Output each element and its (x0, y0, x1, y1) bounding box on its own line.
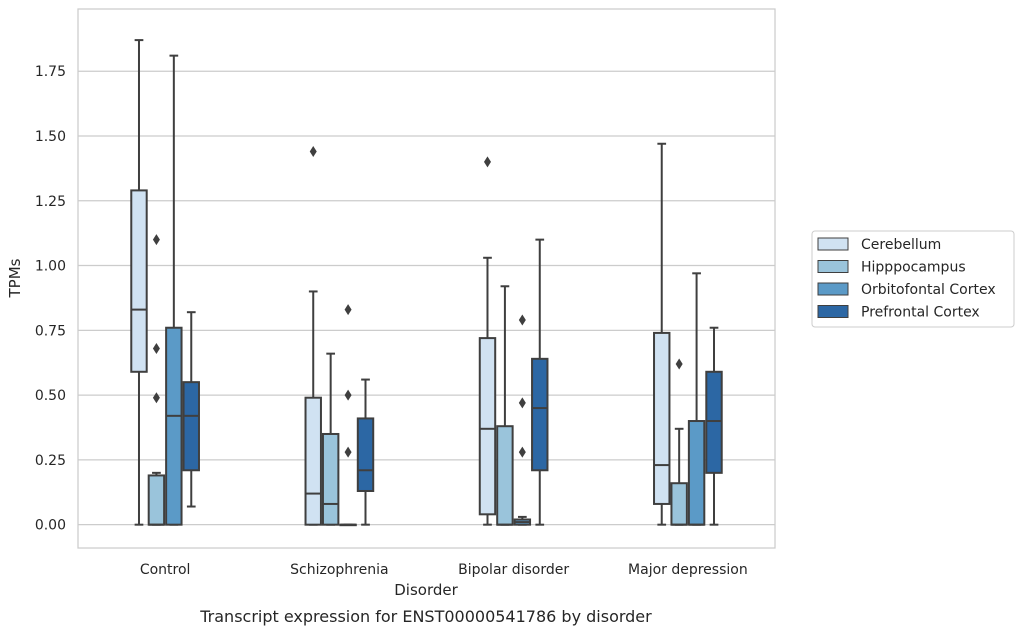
legend: Cerebellum Hipppocampus Orbitofontal Corte… (811, 230, 1015, 328)
y-tick-label: 1.25 (35, 194, 66, 210)
box-hipppocampus (496, 285, 514, 526)
plot-frame (77, 8, 776, 549)
y-axis-title: TPMs (6, 258, 24, 298)
box-plot-layer (130, 39, 723, 527)
box-iqr (182, 381, 200, 472)
outlier-point (518, 314, 526, 326)
legend-label: Hipppocampus (861, 260, 966, 276)
box-prefrontal-cortex (356, 378, 375, 526)
legend-swatch (817, 282, 849, 296)
legend-label: Prefrontal Cortex (861, 305, 980, 321)
outlier-point (152, 342, 160, 354)
outlier-point (309, 146, 317, 158)
box-prefrontal-cortex (705, 326, 723, 526)
legend-label: Orbitofontal Cortex (861, 282, 996, 298)
y-axis-ticks: 0.00 0.25 0.50 0.75 1.00 1.25 1.50 1.75 (35, 64, 66, 533)
outlier-point (344, 446, 352, 458)
x-tick-label: Major depression (628, 562, 748, 578)
box-prefrontal-cortex (531, 238, 549, 526)
box-orbitofontal-cortex (513, 314, 532, 526)
box-orbitofontal-cortex (339, 304, 357, 527)
outlier-point (483, 156, 491, 168)
box-iqr (478, 337, 497, 516)
x-axis-title: Disorder (394, 581, 458, 599)
x-tick-label: Schizophrenia (290, 562, 388, 578)
box-orbitofontal-cortex (165, 54, 183, 526)
outlier-point (152, 392, 160, 404)
y-tick-label: 0.75 (35, 323, 66, 339)
y-tick-label: 0.25 (35, 453, 66, 469)
box-orbitofontal-cortex (687, 272, 706, 526)
x-tick-label: Bipolar disorder (458, 562, 569, 578)
box-cerebellum (130, 39, 148, 526)
legend-swatch (817, 260, 849, 273)
box-iqr (496, 425, 514, 526)
x-axis-ticks: Control Schizophrenia Bipolar disorder Majo… (140, 562, 748, 578)
outlier-point (675, 358, 683, 370)
box-prefrontal-cortex (182, 311, 200, 508)
y-tick-label: 1.75 (35, 64, 66, 80)
box-iqr (147, 474, 166, 526)
box-iqr (670, 482, 688, 526)
outlier-point (344, 304, 352, 316)
y-tick-label: 1.50 (35, 129, 66, 145)
y-tick-label: 1.00 (35, 259, 66, 275)
x-tick-label: Control (140, 562, 191, 578)
box-iqr (531, 357, 549, 472)
box-iqr (321, 432, 340, 526)
box-hipppocampus (321, 352, 340, 526)
outlier-point (344, 389, 352, 401)
y-tick-label: 0.50 (35, 388, 66, 404)
box-hipppocampus (147, 234, 166, 526)
outlier-point (518, 397, 526, 409)
box-iqr (705, 370, 723, 474)
legend-swatch (817, 305, 849, 318)
box-cerebellum (304, 146, 322, 526)
box-cerebellum (478, 156, 497, 526)
box-iqr (356, 417, 375, 492)
legend-swatch (817, 237, 849, 251)
y-tick-label: 0.00 (35, 518, 66, 534)
legend-label: Cerebellum (861, 237, 941, 253)
box-hipppocampus (670, 358, 688, 526)
box-iqr (130, 189, 148, 373)
box-iqr (687, 420, 706, 526)
outlier-point (152, 234, 160, 246)
outlier-point (518, 446, 526, 458)
box-iqr (653, 331, 671, 505)
box-iqr (304, 396, 322, 526)
box-cerebellum (653, 142, 671, 526)
legend-box (811, 230, 1015, 328)
box-iqr (165, 326, 183, 526)
chart-caption: Transcript expression for ENST0000054178… (199, 607, 652, 626)
